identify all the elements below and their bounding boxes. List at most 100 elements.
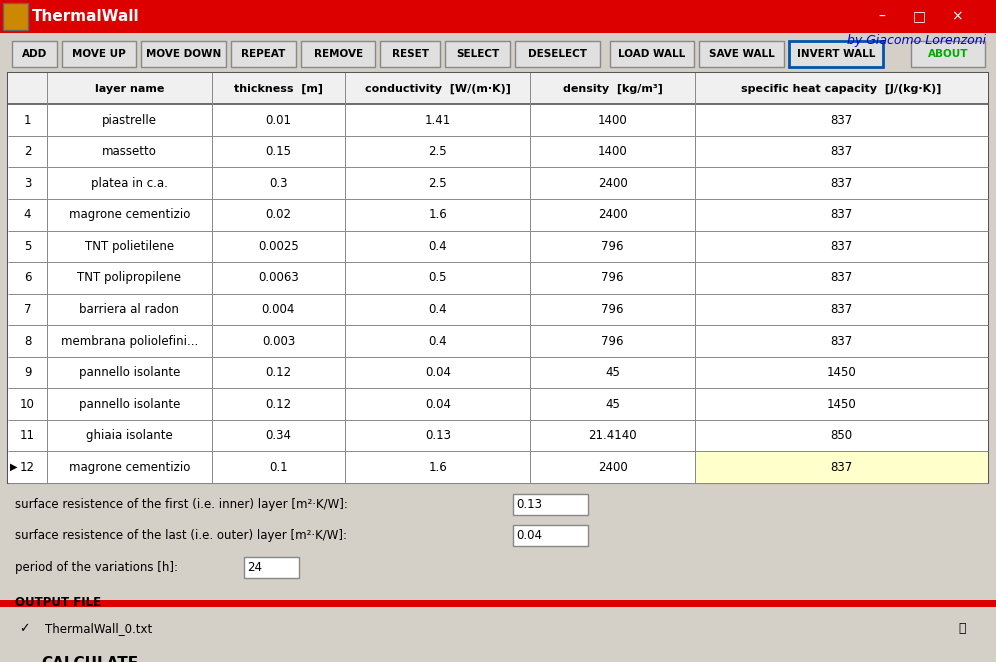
Text: 0.12: 0.12 bbox=[265, 398, 292, 410]
Text: 12: 12 bbox=[20, 461, 35, 474]
Text: CALCULATE: CALCULATE bbox=[42, 656, 138, 662]
Text: 5: 5 bbox=[24, 240, 31, 253]
FancyBboxPatch shape bbox=[695, 451, 988, 483]
Text: barriera al radon: barriera al radon bbox=[80, 303, 179, 316]
Text: 837: 837 bbox=[831, 145, 853, 158]
Text: 1.6: 1.6 bbox=[428, 209, 447, 221]
FancyBboxPatch shape bbox=[8, 73, 988, 105]
Text: 0.13: 0.13 bbox=[516, 498, 542, 511]
Text: ×: × bbox=[951, 10, 963, 24]
Text: 1.41: 1.41 bbox=[424, 114, 451, 126]
Text: 45: 45 bbox=[606, 366, 621, 379]
Text: 2.5: 2.5 bbox=[428, 177, 447, 190]
Text: 0.003: 0.003 bbox=[262, 334, 295, 348]
FancyBboxPatch shape bbox=[13, 620, 35, 638]
FancyBboxPatch shape bbox=[911, 41, 985, 67]
Text: 2.5: 2.5 bbox=[428, 145, 447, 158]
Text: 6: 6 bbox=[24, 271, 31, 285]
Text: 0.5: 0.5 bbox=[428, 271, 447, 285]
Text: ghiaia isolante: ghiaia isolante bbox=[86, 429, 172, 442]
Text: 796: 796 bbox=[602, 240, 623, 253]
Text: RESET: RESET bbox=[391, 49, 429, 59]
Text: magrone cementizio: magrone cementizio bbox=[69, 209, 190, 221]
Text: 0.04: 0.04 bbox=[516, 530, 542, 542]
Text: layer name: layer name bbox=[95, 83, 164, 93]
Text: 1450: 1450 bbox=[827, 398, 857, 410]
FancyBboxPatch shape bbox=[8, 230, 988, 262]
Text: 0.4: 0.4 bbox=[428, 303, 447, 316]
FancyBboxPatch shape bbox=[8, 389, 988, 420]
Text: piastrelle: piastrelle bbox=[102, 114, 156, 126]
FancyBboxPatch shape bbox=[513, 526, 588, 546]
Text: 24: 24 bbox=[247, 561, 262, 574]
Text: 796: 796 bbox=[602, 303, 623, 316]
Text: platea in c.a.: platea in c.a. bbox=[91, 177, 167, 190]
Text: SELECT: SELECT bbox=[456, 49, 499, 59]
Text: 0.1: 0.1 bbox=[269, 461, 288, 474]
Text: 850: 850 bbox=[831, 429, 853, 442]
Text: DESELECT: DESELECT bbox=[528, 49, 587, 59]
Text: surface resistence of the first (i.e. inner) layer [m²·K/W]:: surface resistence of the first (i.e. in… bbox=[15, 498, 348, 511]
Text: MOVE DOWN: MOVE DOWN bbox=[146, 49, 221, 59]
FancyBboxPatch shape bbox=[62, 41, 136, 67]
FancyBboxPatch shape bbox=[301, 41, 375, 67]
FancyBboxPatch shape bbox=[445, 41, 510, 67]
Text: 837: 837 bbox=[831, 461, 853, 474]
Text: SAVE WALL: SAVE WALL bbox=[708, 49, 775, 59]
Text: 837: 837 bbox=[831, 334, 853, 348]
FancyBboxPatch shape bbox=[40, 620, 931, 638]
Text: TNT polipropilene: TNT polipropilene bbox=[78, 271, 181, 285]
Text: REMOVE: REMOVE bbox=[314, 49, 363, 59]
Text: surface resistence of the last (i.e. outer) layer [m²·K/W]:: surface resistence of the last (i.e. out… bbox=[15, 530, 347, 542]
FancyBboxPatch shape bbox=[8, 136, 988, 167]
FancyBboxPatch shape bbox=[8, 325, 988, 357]
FancyBboxPatch shape bbox=[231, 41, 296, 67]
Text: 837: 837 bbox=[831, 240, 853, 253]
FancyBboxPatch shape bbox=[8, 451, 988, 483]
Text: 0.04: 0.04 bbox=[425, 366, 451, 379]
FancyBboxPatch shape bbox=[13, 649, 167, 662]
Text: 8: 8 bbox=[24, 334, 31, 348]
Text: 0.34: 0.34 bbox=[266, 429, 292, 442]
Text: by Giacomo Lorenzoni: by Giacomo Lorenzoni bbox=[847, 34, 986, 47]
FancyBboxPatch shape bbox=[0, 600, 996, 607]
Text: 2400: 2400 bbox=[598, 209, 627, 221]
Text: 796: 796 bbox=[602, 334, 623, 348]
Text: 0.04: 0.04 bbox=[425, 398, 451, 410]
FancyBboxPatch shape bbox=[0, 0, 996, 33]
Text: ▶: ▶ bbox=[10, 462, 18, 472]
FancyBboxPatch shape bbox=[8, 199, 988, 230]
FancyBboxPatch shape bbox=[8, 73, 988, 483]
Text: membrana poliolefini...: membrana poliolefini... bbox=[61, 334, 198, 348]
FancyBboxPatch shape bbox=[12, 41, 57, 67]
Text: 0.4: 0.4 bbox=[428, 240, 447, 253]
Text: 0.12: 0.12 bbox=[265, 366, 292, 379]
FancyBboxPatch shape bbox=[513, 494, 588, 514]
Text: LOAD WALL: LOAD WALL bbox=[619, 49, 685, 59]
Text: 0.4: 0.4 bbox=[428, 334, 447, 348]
Text: 837: 837 bbox=[831, 303, 853, 316]
FancyBboxPatch shape bbox=[515, 41, 600, 67]
Text: 0.0025: 0.0025 bbox=[258, 240, 299, 253]
Text: 1450: 1450 bbox=[827, 366, 857, 379]
Text: 0.15: 0.15 bbox=[266, 145, 292, 158]
Text: 1400: 1400 bbox=[598, 114, 627, 126]
Text: pannello isolante: pannello isolante bbox=[79, 398, 180, 410]
FancyBboxPatch shape bbox=[610, 41, 694, 67]
Text: ThermalWall_0.txt: ThermalWall_0.txt bbox=[45, 622, 152, 636]
FancyBboxPatch shape bbox=[141, 41, 226, 67]
Text: magrone cementizio: magrone cementizio bbox=[69, 461, 190, 474]
Text: ThermalWall: ThermalWall bbox=[32, 9, 139, 24]
Text: 45: 45 bbox=[606, 398, 621, 410]
FancyBboxPatch shape bbox=[699, 41, 784, 67]
Text: conductivity  [W/(m·K)]: conductivity [W/(m·K)] bbox=[365, 83, 511, 94]
Text: density  [kg/m³]: density [kg/m³] bbox=[563, 83, 662, 94]
FancyBboxPatch shape bbox=[8, 357, 988, 389]
Text: □: □ bbox=[912, 10, 926, 24]
FancyBboxPatch shape bbox=[380, 41, 440, 67]
FancyBboxPatch shape bbox=[789, 41, 883, 67]
Text: 21.4140: 21.4140 bbox=[589, 429, 637, 442]
Text: 10: 10 bbox=[20, 398, 35, 410]
Text: 2: 2 bbox=[24, 145, 31, 158]
Text: ABOUT: ABOUT bbox=[928, 49, 968, 59]
